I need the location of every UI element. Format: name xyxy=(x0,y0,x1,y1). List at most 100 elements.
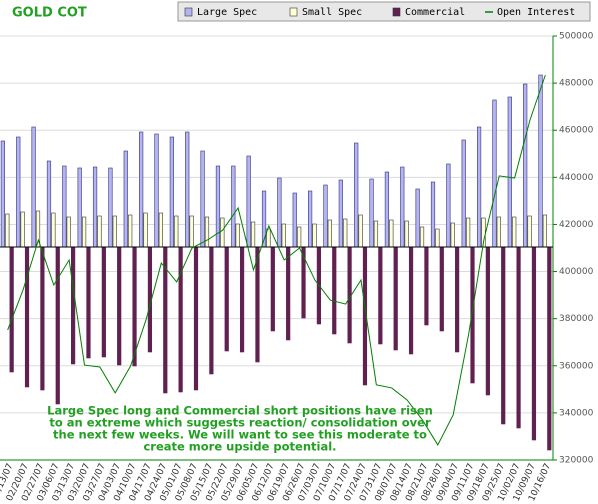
bar xyxy=(435,228,440,248)
legend-swatch xyxy=(392,7,401,17)
bar xyxy=(523,83,528,248)
bar xyxy=(354,142,359,248)
bar xyxy=(358,214,363,248)
bar xyxy=(501,246,506,425)
bar xyxy=(538,74,543,248)
bar xyxy=(255,246,260,363)
bar xyxy=(270,246,275,332)
bar xyxy=(200,150,205,248)
bar xyxy=(424,246,429,326)
y2-tick-label: 440000 xyxy=(559,173,594,183)
y2-tick-label: 360000 xyxy=(559,361,594,371)
annotation: Large Spec long and Commercial short pos… xyxy=(47,404,433,418)
bar xyxy=(55,246,60,405)
y2-tick-label: 420000 xyxy=(559,220,594,230)
bar xyxy=(117,246,122,366)
bar xyxy=(108,167,113,248)
bar xyxy=(71,246,76,365)
bar xyxy=(531,246,537,441)
bar xyxy=(209,246,214,375)
bar xyxy=(461,139,466,248)
bar xyxy=(112,215,117,248)
bar xyxy=(485,246,490,396)
bar xyxy=(246,155,251,248)
bar xyxy=(369,178,374,248)
legend-label: Small Spec xyxy=(302,7,362,18)
bar xyxy=(128,214,133,248)
bar xyxy=(169,136,174,248)
bar xyxy=(51,212,56,248)
bar xyxy=(185,131,190,248)
bar xyxy=(92,166,98,248)
legend-label: Open Interest xyxy=(497,7,575,18)
bar xyxy=(220,217,225,248)
bar xyxy=(384,171,390,248)
bar xyxy=(66,216,71,248)
y2-tick-label: 400000 xyxy=(559,267,594,277)
bar xyxy=(446,163,451,248)
bar xyxy=(400,166,405,248)
bar xyxy=(215,165,221,248)
bar xyxy=(31,126,36,248)
bar xyxy=(5,213,10,248)
bar xyxy=(77,167,82,248)
bar xyxy=(542,214,548,248)
bar xyxy=(419,226,425,248)
bar xyxy=(20,211,25,248)
bar xyxy=(527,215,532,248)
bar xyxy=(404,220,409,248)
bar xyxy=(332,246,337,335)
bar xyxy=(24,246,30,388)
bar xyxy=(40,246,45,391)
bar xyxy=(408,246,414,355)
bar xyxy=(178,246,183,393)
bar xyxy=(430,181,436,248)
bar xyxy=(312,223,317,248)
bar xyxy=(439,246,444,332)
legend xyxy=(177,1,591,22)
bar xyxy=(204,216,210,248)
bar xyxy=(512,216,517,248)
bar xyxy=(97,215,102,248)
bar xyxy=(516,246,521,429)
bar xyxy=(286,246,291,341)
bar xyxy=(143,212,148,248)
chart-title: GOLD COT xyxy=(12,6,87,21)
bar xyxy=(378,246,383,345)
bar xyxy=(297,226,302,248)
line xyxy=(7,74,546,446)
bar xyxy=(292,192,297,248)
bar xyxy=(455,246,460,353)
annotation: the next few weeks. We will want to see … xyxy=(53,428,427,442)
bar xyxy=(0,140,5,248)
y2-tick-label: 380000 xyxy=(559,314,594,324)
bar xyxy=(101,246,106,358)
bar xyxy=(496,216,501,248)
bar xyxy=(81,216,87,248)
bar xyxy=(250,221,256,248)
bar xyxy=(415,188,420,248)
bar xyxy=(189,215,194,248)
bar xyxy=(154,133,159,248)
bar xyxy=(239,246,245,353)
bar xyxy=(301,246,306,319)
bar xyxy=(139,131,144,248)
bar xyxy=(476,126,482,248)
bar xyxy=(343,218,348,248)
bar xyxy=(9,246,14,373)
y2-tick-label: 340000 xyxy=(559,408,594,418)
legend-label: Large Spec xyxy=(197,7,257,18)
y2-tick-label: 480000 xyxy=(559,79,594,89)
bar xyxy=(327,219,332,248)
y2-tick-label: 500000 xyxy=(559,32,594,42)
bar xyxy=(492,99,497,248)
legend-swatch xyxy=(184,7,193,17)
bar xyxy=(323,184,328,248)
bar xyxy=(62,165,67,248)
bar xyxy=(466,217,471,248)
bar xyxy=(193,246,199,391)
bar xyxy=(338,179,343,248)
bar xyxy=(123,150,128,248)
